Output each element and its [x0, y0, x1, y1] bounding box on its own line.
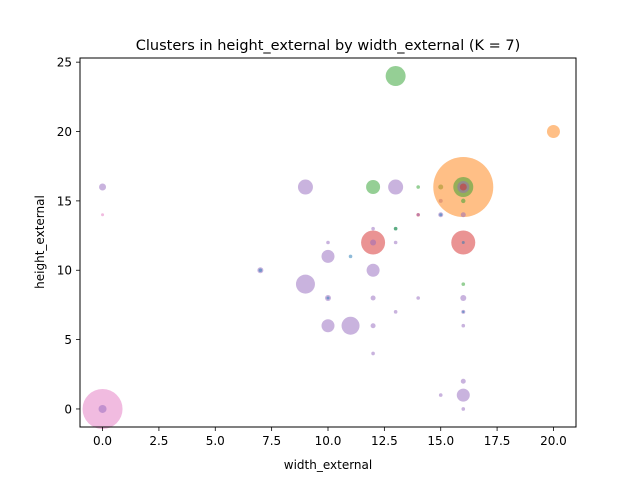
y-axis-label: height_external: [33, 195, 47, 289]
data-points: [82, 66, 560, 429]
data-point: [370, 239, 377, 246]
x-axis-label: width_external: [284, 458, 372, 472]
data-point: [366, 180, 381, 195]
x-tick-label: 5.0: [206, 434, 225, 448]
data-point: [461, 323, 466, 328]
data-point: [438, 393, 443, 397]
data-point: [99, 183, 107, 191]
data-point: [393, 240, 398, 245]
data-point: [326, 240, 330, 245]
data-point: [385, 66, 406, 87]
y-tick-label: 20: [57, 125, 72, 139]
data-point: [370, 323, 376, 329]
data-point: [393, 226, 398, 231]
data-point: [348, 254, 353, 259]
x-tick-label: 15.0: [427, 434, 454, 448]
y-tick-label: 0: [64, 402, 72, 416]
data-point: [461, 407, 466, 411]
data-point: [546, 125, 560, 139]
data-point: [326, 296, 330, 300]
data-point: [456, 388, 470, 402]
x-tick-label: 17.5: [484, 434, 511, 448]
y-tick-label: 10: [57, 264, 72, 278]
data-point: [461, 198, 466, 204]
data-point: [460, 212, 466, 218]
x-tick-label: 20.0: [540, 434, 567, 448]
x-tick-label: 0.0: [93, 434, 112, 448]
data-point: [459, 183, 467, 191]
data-point: [462, 310, 465, 314]
data-point: [321, 249, 335, 263]
data-point: [101, 213, 105, 217]
data-point: [461, 282, 466, 286]
data-point: [371, 351, 375, 356]
data-point: [297, 179, 313, 195]
y-tick-label: 25: [57, 56, 72, 70]
data-point: [416, 185, 420, 189]
data-point: [371, 226, 375, 231]
data-point: [341, 316, 360, 335]
y-axis-ticks: 0 5 10 15 20 25: [57, 56, 80, 416]
data-point: [393, 310, 398, 314]
data-point: [295, 274, 315, 294]
data-point: [366, 263, 380, 277]
data-point: [439, 213, 443, 217]
x-tick-label: 12.5: [371, 434, 398, 448]
x-tick-label: 7.5: [262, 434, 281, 448]
y-tick-label: 5: [64, 333, 72, 347]
data-point: [98, 404, 107, 413]
chart-title: Clusters in height_external by width_ext…: [136, 38, 521, 54]
data-point: [460, 294, 467, 301]
data-point: [461, 241, 465, 244]
data-point: [416, 213, 420, 217]
data-point: [416, 296, 420, 300]
y-tick-label: 15: [57, 194, 72, 208]
x-axis-ticks: 0.0 2.5 5.0 7.5 10.0 12.5 15.0 17.5 20.0: [93, 427, 567, 448]
data-point: [388, 179, 404, 195]
data-point: [321, 319, 335, 333]
data-point: [258, 268, 263, 273]
x-tick-label: 2.5: [149, 434, 168, 448]
data-point: [370, 295, 376, 301]
x-tick-label: 10.0: [315, 434, 342, 448]
data-point: [460, 378, 466, 384]
